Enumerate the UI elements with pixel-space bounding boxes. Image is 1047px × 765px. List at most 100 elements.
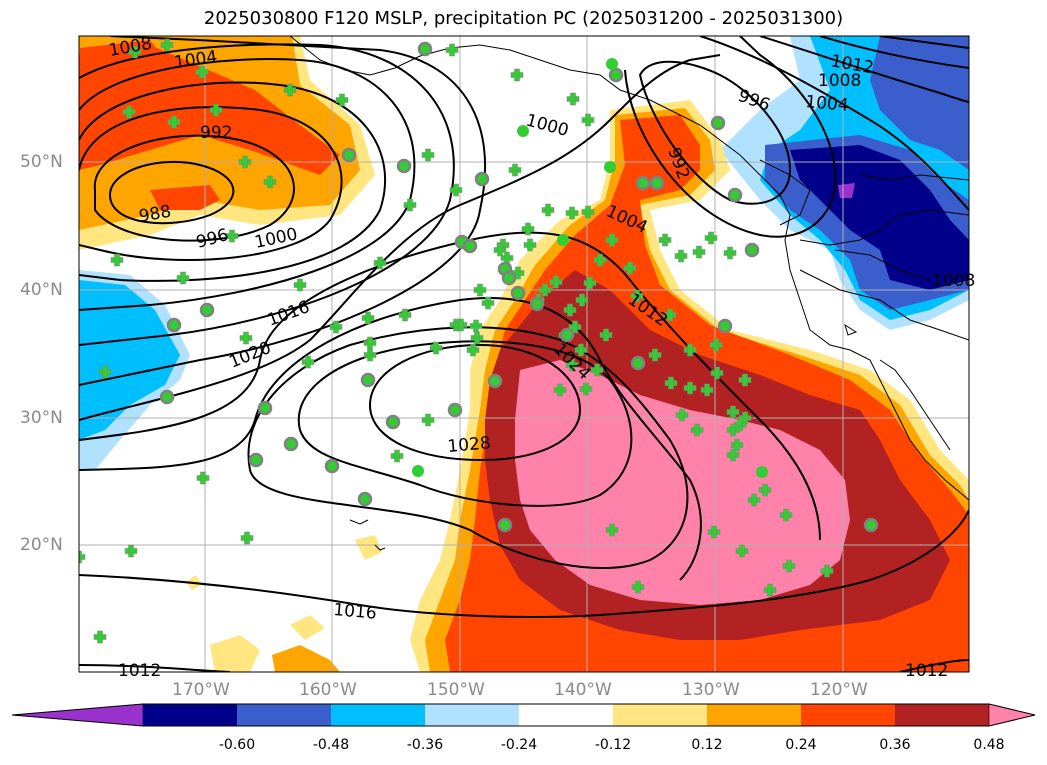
- colorbar-tick-label: 0.24: [785, 737, 817, 753]
- station-cross: [652, 348, 658, 362]
- station-cross: [367, 348, 373, 362]
- isobars: [79, 36, 969, 672]
- station-circle: [159, 389, 175, 405]
- isobar-label: 1012: [905, 661, 948, 681]
- station-circle: [360, 372, 376, 388]
- station-circle: [462, 238, 478, 254]
- station-circle: [385, 414, 401, 430]
- station-cross: [287, 83, 293, 97]
- station-dot: [604, 161, 616, 173]
- station-cross: [572, 320, 578, 334]
- colorbar-segment: [895, 704, 990, 726]
- station-cross: [132, 45, 138, 59]
- station-cross: [407, 198, 413, 212]
- station-cross: [668, 376, 674, 390]
- station-circle: [357, 491, 373, 507]
- precip-shading-west-negative: [79, 270, 190, 470]
- station-dot: [606, 58, 618, 70]
- station-cross: [297, 278, 303, 292]
- lon-label-160w: 160°W: [299, 680, 357, 700]
- station-cross: [783, 508, 789, 522]
- colorbar-tick-label: -0.48: [312, 737, 350, 753]
- station-cross: [171, 115, 177, 129]
- lon-label-170w: 170°W: [172, 680, 230, 700]
- station-circle: [248, 452, 264, 468]
- lat-label-30n: 30°N: [20, 408, 63, 428]
- station-dot: [517, 125, 529, 137]
- station-dot: [557, 234, 569, 246]
- station-cross: [609, 523, 615, 537]
- station-cross: [164, 38, 170, 52]
- station-circle: [529, 296, 545, 312]
- station-cross: [696, 245, 702, 259]
- colorbar-tick-label: -0.12: [594, 737, 632, 753]
- station-cross: [515, 266, 521, 280]
- station-cross: [679, 408, 685, 422]
- station-circle: [474, 171, 490, 187]
- station-cross: [128, 544, 134, 558]
- lat-label-50n: 50°N: [20, 152, 63, 172]
- station-cross: [180, 271, 186, 285]
- station-cross: [126, 105, 132, 119]
- lon-label-150w: 150°W: [427, 680, 485, 700]
- station-cross: [730, 448, 736, 462]
- station-cross: [79, 550, 82, 564]
- station-cross: [711, 525, 717, 539]
- station-cross: [305, 355, 311, 369]
- colorbar-tick-label: -0.36: [406, 737, 444, 753]
- station-cross: [339, 93, 345, 107]
- isobar-label: 992: [200, 123, 232, 143]
- station-cross: [213, 103, 219, 117]
- colorbar-tick-label: 0.36: [879, 737, 911, 753]
- station-circle: [166, 317, 182, 333]
- colorbar-segment: [613, 704, 708, 726]
- station-cross: [585, 113, 591, 127]
- station-cross: [667, 308, 673, 322]
- station-circle: [501, 270, 517, 286]
- station-circle: [283, 436, 299, 452]
- station-cross: [730, 423, 736, 437]
- station-circle: [559, 327, 575, 343]
- station-cross: [527, 238, 533, 252]
- station-cross: [497, 243, 503, 257]
- colorbar-extend-max: [988, 703, 1036, 727]
- colorbar-segment: [707, 704, 802, 726]
- station-cross: [243, 331, 249, 345]
- colorbar-extend-min: [11, 703, 144, 727]
- colorbar: [11, 703, 1036, 727]
- station-cross: [687, 381, 693, 395]
- station-cross: [594, 363, 600, 377]
- station-circle: [635, 175, 651, 191]
- station-cross: [762, 483, 768, 497]
- map-title: 2025030800 F120 MSLP, precipitation PC (…: [203, 8, 844, 29]
- station-cross: [786, 559, 792, 573]
- station-cross: [199, 65, 205, 79]
- station-cross: [634, 289, 640, 303]
- station-dot: [412, 465, 424, 477]
- station-circle: [710, 115, 726, 131]
- colorbar-outline: [11, 703, 1036, 727]
- station-cross: [425, 148, 431, 162]
- station-cross: [694, 423, 700, 437]
- station-cross: [367, 336, 373, 350]
- station-cross: [402, 308, 408, 322]
- station-cross: [525, 222, 531, 236]
- colorbar-segments: [11, 703, 1036, 727]
- station-cross: [542, 283, 548, 297]
- station-cross: [704, 383, 710, 397]
- station-cross: [737, 418, 743, 432]
- station-cross: [824, 564, 830, 578]
- station-cross: [433, 341, 439, 355]
- station-circle: [487, 373, 503, 389]
- colorbar-tick-label: -0.60: [218, 737, 256, 753]
- station-cross: [567, 303, 573, 317]
- station-cross: [734, 438, 740, 452]
- station-cross: [458, 318, 464, 332]
- precip-shading-northeast-negative: [720, 36, 969, 330]
- station-cross: [474, 331, 480, 345]
- station-cross: [514, 68, 520, 82]
- station-cross: [477, 283, 483, 297]
- colorbar-tick-label: 0.12: [691, 737, 723, 753]
- station-cross: [678, 249, 684, 263]
- station-cross: [751, 493, 757, 507]
